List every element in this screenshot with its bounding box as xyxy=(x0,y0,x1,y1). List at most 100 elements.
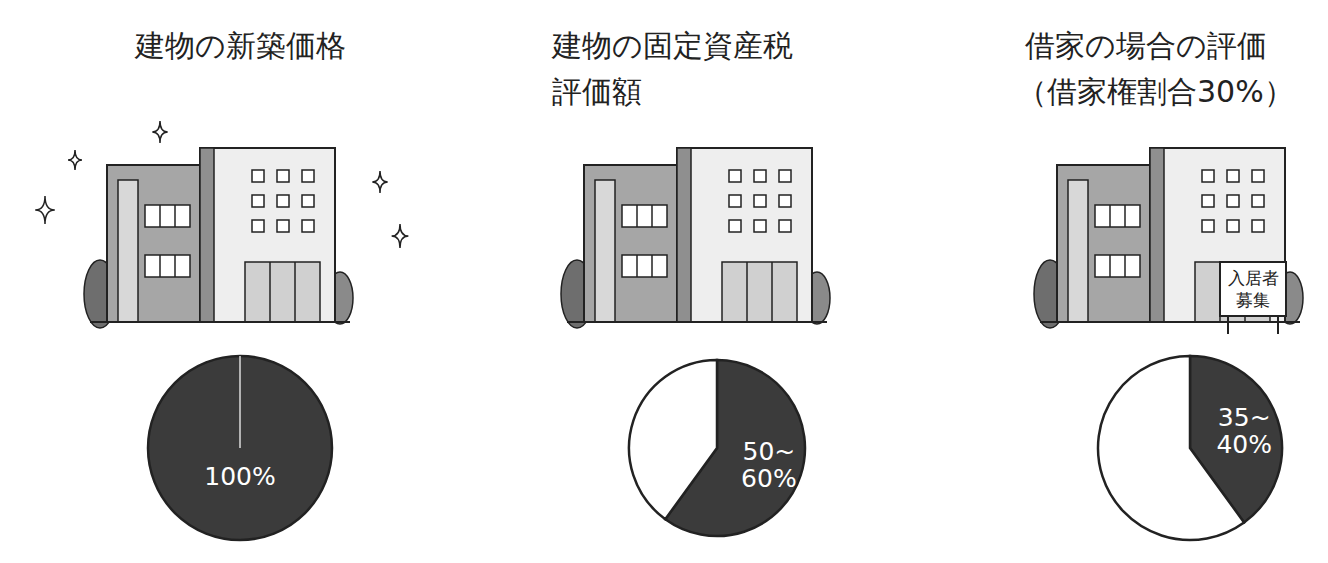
window xyxy=(1252,170,1264,182)
wing-column xyxy=(118,180,138,322)
title: 建物の新築価格 xyxy=(134,28,346,63)
ground xyxy=(567,321,827,323)
window-frame xyxy=(1109,205,1111,227)
window xyxy=(779,195,791,207)
window xyxy=(1227,220,1239,232)
window xyxy=(1095,205,1140,227)
window-frame xyxy=(636,255,638,277)
window-frame xyxy=(1109,255,1111,277)
window xyxy=(729,220,741,232)
window xyxy=(277,220,289,232)
window-frame xyxy=(174,255,176,277)
window-frame xyxy=(636,205,638,227)
title-block: 借家の場合の評価 （借家権割合30%） xyxy=(1017,28,1294,109)
tower xyxy=(677,148,812,322)
data-label: 100% xyxy=(204,462,275,491)
window xyxy=(302,170,314,182)
wing-column xyxy=(1068,180,1088,322)
title-block: 建物の固定資産税評価額 xyxy=(551,28,793,109)
wing-column xyxy=(595,180,615,322)
door-line xyxy=(294,262,296,322)
panel: 建物の新築価格 100% xyxy=(35,28,408,540)
window xyxy=(145,205,190,227)
slice xyxy=(629,360,717,519)
annotation: 入居者 xyxy=(1228,268,1279,288)
title: 建物の固定資産税 xyxy=(551,28,793,63)
pie: 100% xyxy=(148,356,332,540)
pie: 50~60% xyxy=(629,360,805,536)
pie: 35~40% xyxy=(1098,356,1282,540)
building xyxy=(35,121,408,328)
window xyxy=(1227,170,1239,182)
subtitle: （借家権割合30%） xyxy=(1017,74,1294,109)
window xyxy=(252,195,264,207)
window xyxy=(145,255,190,277)
window xyxy=(622,255,667,277)
window xyxy=(252,170,264,182)
window xyxy=(779,170,791,182)
window xyxy=(277,170,289,182)
title: 借家の場合の評価 xyxy=(1025,28,1267,63)
entrance xyxy=(722,262,797,322)
window-frame xyxy=(651,255,653,277)
window xyxy=(754,220,766,232)
building xyxy=(561,148,830,328)
tower-side xyxy=(677,148,691,322)
sparkle xyxy=(372,171,387,193)
canvas: 建物の新築価格 100% 建物の固定資産税評価額 50~60% 借家の場合の評価 （借家権… xyxy=(0,0,1328,563)
wing xyxy=(584,165,679,322)
sparkle xyxy=(35,196,55,224)
ground xyxy=(1040,321,1300,323)
window xyxy=(1252,195,1264,207)
window xyxy=(729,170,741,182)
wing xyxy=(107,165,202,322)
annotation: 募集 xyxy=(1236,290,1270,310)
tower xyxy=(1150,148,1285,322)
window xyxy=(729,195,741,207)
sparkle xyxy=(68,150,82,170)
building xyxy=(1034,148,1303,328)
start-line xyxy=(239,356,241,448)
window-frame xyxy=(1124,255,1126,277)
entrance xyxy=(245,262,320,322)
data-label: 35~ xyxy=(1218,403,1271,432)
window-frame xyxy=(1124,205,1126,227)
window-frame xyxy=(159,205,161,227)
window-frame xyxy=(651,205,653,227)
window xyxy=(1252,220,1264,232)
sign-board xyxy=(1220,262,1286,316)
window xyxy=(779,220,791,232)
door-line xyxy=(269,262,271,322)
window xyxy=(277,195,289,207)
window xyxy=(1202,170,1214,182)
slice xyxy=(148,356,332,540)
sign: 入居者募集 xyxy=(1220,262,1286,334)
tower-side xyxy=(200,148,214,322)
title-block: 建物の新築価格 xyxy=(134,28,346,63)
door-line xyxy=(771,262,773,322)
window-frame xyxy=(174,205,176,227)
panel: 建物の固定資産税評価額 50~60% xyxy=(551,28,830,536)
window xyxy=(1202,220,1214,232)
tower-side xyxy=(1150,148,1164,322)
ground xyxy=(90,321,350,323)
data-label: 50~ xyxy=(743,437,796,466)
window-frame xyxy=(159,255,161,277)
data-label: 40% xyxy=(1216,430,1272,459)
window xyxy=(1095,255,1140,277)
tower xyxy=(200,148,335,322)
title: 評価額 xyxy=(552,74,642,109)
window xyxy=(622,205,667,227)
wing xyxy=(1057,165,1152,322)
window xyxy=(302,220,314,232)
door-line xyxy=(746,262,748,322)
data-label: 60% xyxy=(741,464,797,493)
sparkle xyxy=(152,121,167,143)
window xyxy=(302,195,314,207)
window xyxy=(1227,195,1239,207)
panel: 借家の場合の評価 （借家権割合30%） 入居者募集 35~40% xyxy=(1017,28,1303,540)
window xyxy=(754,170,766,182)
window xyxy=(252,220,264,232)
sparkle xyxy=(392,224,409,248)
window xyxy=(754,195,766,207)
